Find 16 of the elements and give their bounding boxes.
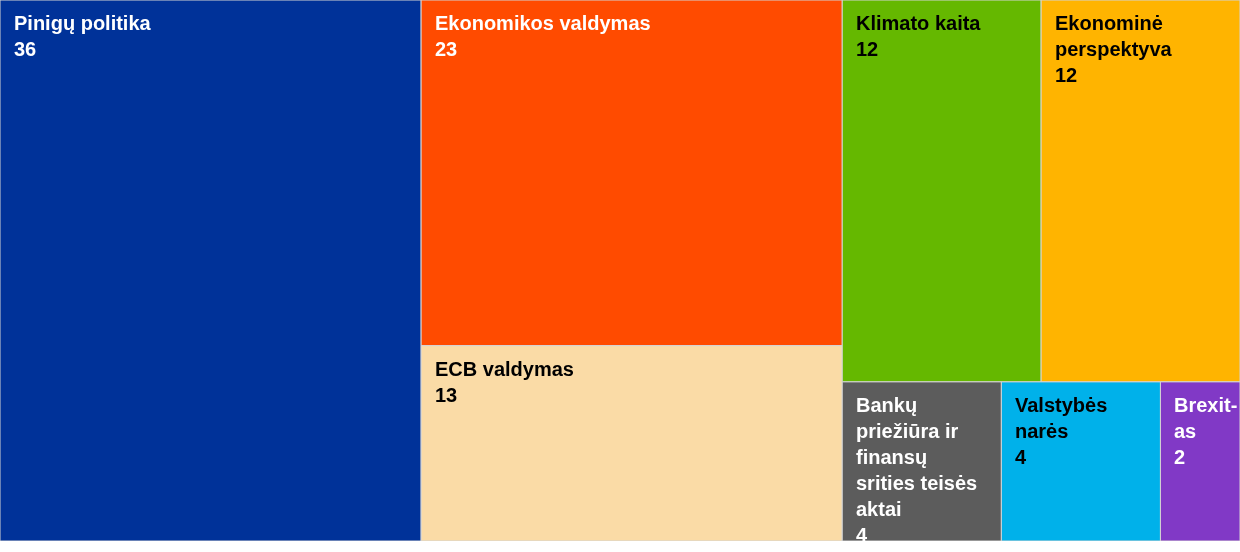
category-label: Ekonomikos valdymas	[435, 12, 651, 34]
category-label: Ekonominė perspektyva	[1055, 12, 1173, 60]
data-label: 2	[1174, 446, 1186, 468]
data-label: 36	[14, 38, 37, 60]
data-label: 13	[435, 384, 458, 406]
data-label: 4	[1015, 446, 1027, 468]
category-label: ECB valdymas	[435, 358, 574, 380]
category-label: Valstybės narės	[1015, 394, 1108, 442]
category-label: Bankų priežiūra ir finansų srities teisės aktai	[856, 394, 978, 520]
data-label: 12	[1055, 64, 1078, 86]
data-label: 4	[856, 524, 868, 546]
data-label: 23	[435, 38, 458, 60]
category-label: Klimato kaita	[856, 12, 982, 34]
data-label: 12	[856, 38, 879, 60]
category-label: Brexit-as	[1174, 394, 1238, 442]
category-label: Pinigų politika	[14, 12, 152, 34]
